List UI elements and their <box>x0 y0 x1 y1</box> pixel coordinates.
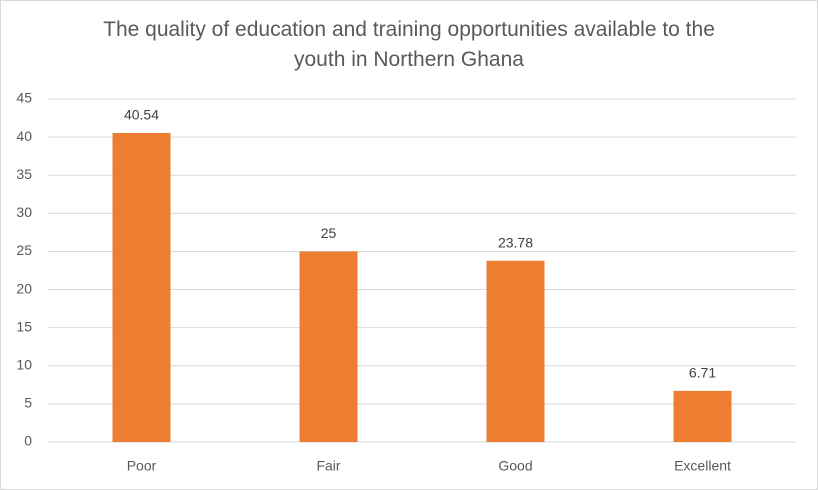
y-tick-label: 5 <box>24 395 32 411</box>
y-tick-label: 30 <box>16 204 32 220</box>
y-tick-label: 10 <box>16 356 32 372</box>
y-tick-label: 15 <box>16 318 32 334</box>
data-label: 23.78 <box>498 234 533 250</box>
bar <box>112 132 171 442</box>
x-tick-label: Fair <box>316 458 340 474</box>
bar <box>299 251 358 442</box>
chart-title: The quality of education and training op… <box>103 18 715 71</box>
data-label: 25 <box>321 225 337 241</box>
y-tick-label: 20 <box>16 280 32 296</box>
data-label: 40.54 <box>124 107 159 123</box>
x-tick-label: Poor <box>127 458 157 474</box>
y-tick-label: 35 <box>16 166 32 182</box>
y-tick-label: 0 <box>24 433 32 449</box>
bar <box>673 390 732 442</box>
x-tick-label: Good <box>498 458 532 474</box>
y-tick-label: 45 <box>16 90 32 106</box>
data-label: 6.71 <box>689 365 716 381</box>
y-tick-label: 40 <box>16 128 32 144</box>
x-tick-label: Excellent <box>674 458 731 474</box>
bar <box>486 260 545 442</box>
y-tick-label: 25 <box>16 242 32 258</box>
